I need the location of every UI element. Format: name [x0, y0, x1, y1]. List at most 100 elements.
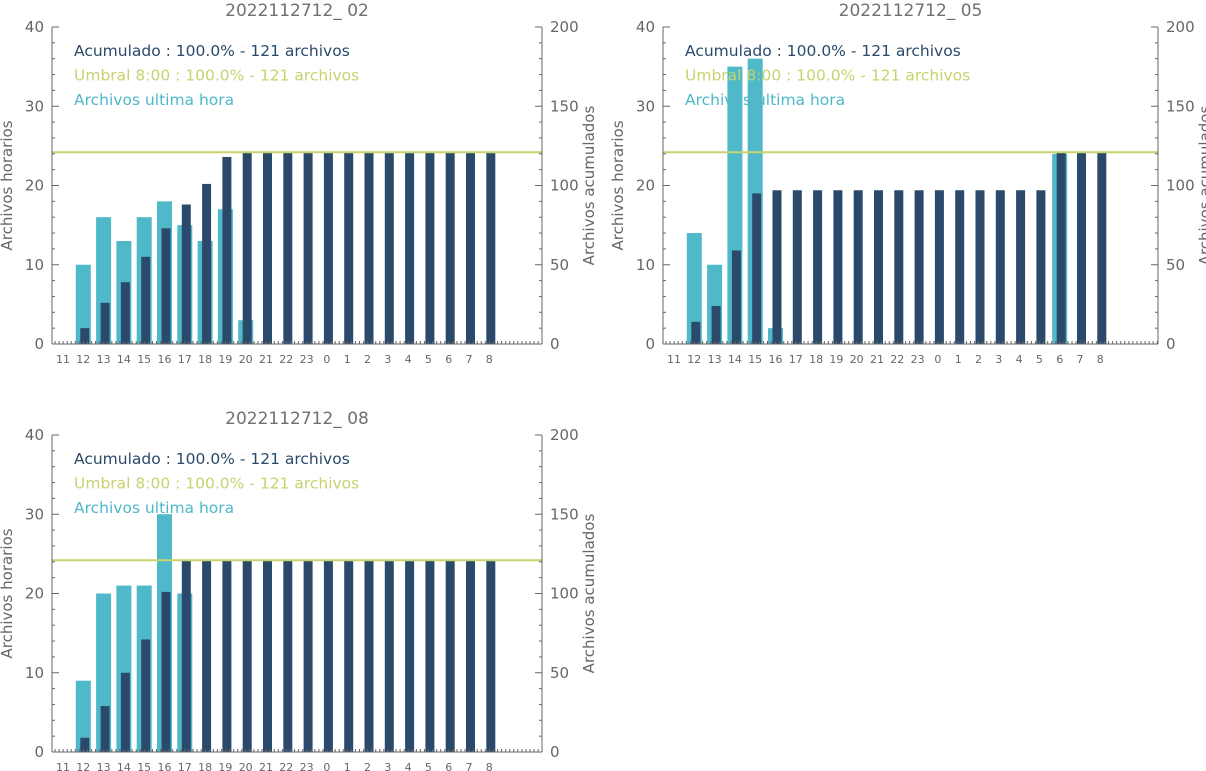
cumulative-bar — [303, 152, 313, 344]
cumulative-bar — [874, 190, 883, 344]
cumulative-bar — [120, 282, 130, 344]
cumulative-bar — [711, 305, 721, 344]
x-tick-label: 18 — [198, 761, 212, 771]
cumulative-bar — [181, 204, 191, 344]
cumulative-bar — [425, 560, 435, 752]
cumulative-bar — [813, 190, 823, 344]
x-tick-label: 14 — [117, 353, 131, 366]
right-tick-label: 100 — [1166, 177, 1195, 195]
right-tick-label: 150 — [1166, 97, 1195, 115]
cumulative-bar — [80, 328, 90, 344]
x-tick-label: 7 — [466, 761, 473, 771]
x-tick-label: 4 — [405, 353, 412, 366]
cumulative-bar — [323, 152, 333, 344]
cumulative-bar — [263, 152, 272, 344]
right-tick-label: 0 — [550, 335, 560, 353]
x-tick-label: 2 — [364, 353, 371, 366]
legend-entry: Umbral 8:00 : 100.0% - 121 archivos — [74, 475, 359, 493]
x-tick-label: 21 — [870, 353, 884, 366]
cumulative-bar — [894, 190, 904, 344]
cumulative-bar — [1097, 152, 1107, 344]
cumulative-bar — [263, 560, 272, 752]
x-tick-label: 7 — [1077, 353, 1084, 366]
x-tick-label: 0 — [323, 761, 330, 771]
left-tick-label: 10 — [636, 256, 655, 274]
legend-entry: Umbral 8:00 : 100.0% - 121 archivos — [685, 67, 970, 85]
x-tick-label: 6 — [445, 761, 452, 771]
chart-title: 2022112712_ 08 — [225, 409, 369, 429]
x-tick-label: 13 — [97, 353, 111, 366]
legend-entry: Archivos ultima hora — [74, 91, 234, 109]
left-tick-label: 0 — [645, 335, 655, 353]
x-tick-label: 1 — [344, 353, 351, 366]
cumulative-bar — [486, 560, 496, 752]
x-tick-label: 0 — [323, 353, 330, 366]
right-tick-label: 200 — [550, 426, 579, 444]
legend-entry: Acumulado : 100.0% - 121 archivos — [74, 450, 350, 468]
x-tick-label: 4 — [1016, 353, 1023, 366]
cumulative-bar — [120, 672, 130, 752]
x-tick-label: 21 — [259, 761, 273, 771]
x-tick-label: 22 — [279, 761, 293, 771]
right-tick-label: 50 — [1166, 256, 1185, 274]
left-axis-title: Archivos horarios — [609, 120, 627, 250]
legend-entry: Archivos ultima hora — [685, 91, 845, 109]
hourly-bar — [686, 233, 702, 344]
x-tick-label: 19 — [218, 353, 232, 366]
left-axis-title: Archivos horarios — [0, 528, 16, 658]
cumulative-bar — [1036, 190, 1046, 344]
cumulative-bar — [486, 152, 496, 344]
right-tick-label: 150 — [550, 505, 579, 523]
x-tick-label: 17 — [178, 353, 192, 366]
x-tick-label: 6 — [445, 353, 452, 366]
cumulative-bar — [691, 321, 701, 344]
x-tick-label: 7 — [466, 353, 473, 366]
x-tick-label: 8 — [486, 353, 493, 366]
x-tick-label: 12 — [687, 353, 701, 366]
x-tick-label: 3 — [384, 353, 391, 366]
left-tick-label: 0 — [34, 743, 44, 761]
left-tick-label: 40 — [25, 18, 44, 36]
chart-title: 2022112712_ 05 — [839, 1, 983, 21]
hourly-bar — [75, 264, 91, 344]
x-tick-label: 18 — [809, 353, 823, 366]
cumulative-bar — [181, 560, 191, 752]
left-tick-label: 10 — [25, 256, 44, 274]
right-tick-label: 50 — [550, 664, 569, 682]
cumulative-bar — [303, 560, 313, 752]
left-tick-label: 10 — [25, 664, 44, 682]
x-tick-label: 8 — [486, 761, 493, 771]
x-tick-label: 2 — [364, 761, 371, 771]
x-tick-label: 0 — [934, 353, 941, 366]
x-tick-label: 2 — [975, 353, 982, 366]
cumulative-bar — [222, 156, 232, 344]
hourly-bar — [75, 680, 91, 752]
x-tick-label: 18 — [198, 353, 212, 366]
right-tick-label: 200 — [1166, 18, 1195, 36]
x-tick-label: 20 — [239, 761, 253, 771]
cumulative-bar — [202, 560, 212, 752]
x-tick-label: 13 — [97, 761, 111, 771]
right-axis-title: Archivos acumulados — [580, 106, 598, 266]
x-tick-label: 15 — [137, 761, 151, 771]
x-tick-label: 12 — [76, 353, 90, 366]
legend-entry: Acumulado : 100.0% - 121 archivos — [685, 42, 961, 60]
left-tick-label: 20 — [25, 177, 44, 195]
cumulative-bar — [141, 256, 151, 344]
cumulative-bar — [344, 152, 354, 344]
x-tick-label: 11 — [56, 353, 70, 366]
left-axis-title: Archivos horarios — [0, 120, 16, 250]
cumulative-bar — [934, 190, 944, 344]
x-tick-label: 20 — [239, 353, 253, 366]
x-tick-label: 5 — [1036, 353, 1043, 366]
cumulative-bar — [1056, 152, 1066, 344]
cumulative-bar — [1016, 190, 1026, 344]
cumulative-bar — [975, 190, 985, 344]
cumulative-bar — [1077, 152, 1086, 344]
cumulative-bar — [445, 560, 455, 752]
cumulative-bar — [731, 250, 741, 344]
cumulative-bar — [364, 152, 374, 344]
cumulative-bar — [425, 152, 435, 344]
cumulative-bar — [161, 591, 171, 752]
